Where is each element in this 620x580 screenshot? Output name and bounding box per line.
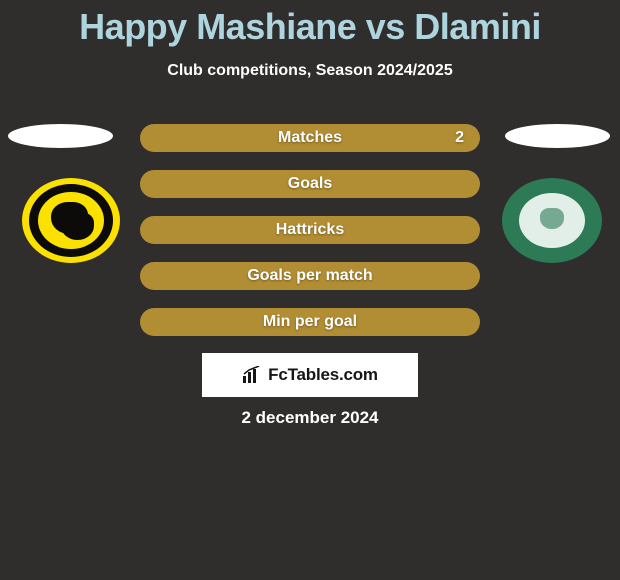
- stat-bar-goals-per-match: Goals per match: [140, 262, 480, 290]
- stat-label: Min per goal: [263, 313, 357, 331]
- country-flag-right: [505, 124, 610, 148]
- stat-bar-matches: Matches 2: [140, 124, 480, 152]
- club-crest-left: [22, 178, 120, 263]
- stat-bar-min-per-goal: Min per goal: [140, 308, 480, 336]
- club-crest-right: [502, 178, 602, 263]
- date-label: 2 december 2024: [0, 408, 620, 428]
- stat-label: Goals: [288, 175, 332, 193]
- stat-bar-hattricks: Hattricks: [140, 216, 480, 244]
- branding-badge: FcTables.com: [202, 353, 418, 397]
- stat-bar-goals: Goals: [140, 170, 480, 198]
- page-title: Happy Mashiane vs Dlamini: [0, 0, 620, 48]
- country-flag-left: [8, 124, 113, 148]
- stat-value-right: 2: [455, 129, 464, 147]
- stat-label: Hattricks: [276, 221, 344, 239]
- chart-icon: [242, 366, 262, 384]
- branding-text: FcTables.com: [268, 365, 378, 385]
- subtitle: Club competitions, Season 2024/2025: [0, 62, 620, 80]
- stat-bars: Matches 2 Goals Hattricks Goals per matc…: [140, 124, 480, 354]
- stat-label: Matches: [278, 129, 342, 147]
- stat-label: Goals per match: [247, 267, 372, 285]
